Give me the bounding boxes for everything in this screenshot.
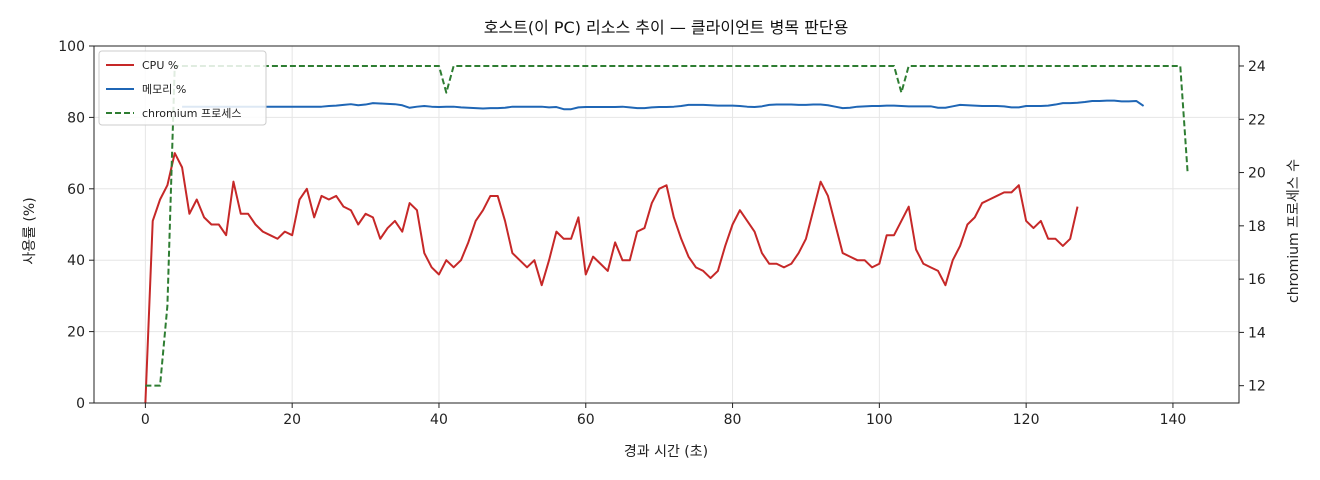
x-axis-label: 경과 시간 (초) [624,444,708,460]
x-tick-label: 0 [141,412,150,428]
x-tick-label: 60 [577,412,595,428]
plot-frame [93,45,1240,404]
x-tick-label: 80 [724,412,742,428]
y2-axis-label: chromium 프로세스 수 [1286,159,1302,303]
ticks: 0 20 40 60 80 100 120 140 0 20 40 60 80 100 12 14 16 18 20… [58,39,1266,428]
x-tick-label: 20 [283,412,301,428]
y2-tick-label: 22 [1248,112,1266,128]
y2-tick-label: 20 [1248,166,1266,182]
series-line-1 [144,152,1079,404]
y2-tick-label: 12 [1248,379,1266,395]
legend: CPU % 메모리 % chromium 프로세스 [98,50,267,126]
y-tick-label: 40 [67,253,85,269]
y2-tick-label: 16 [1248,272,1266,288]
y-tick-label: 0 [76,396,85,412]
series-layer [144,64,1189,404]
legend-entry: 메모리 % [142,83,186,96]
y2-tick-label: 24 [1248,59,1266,75]
y-tick-label: 80 [67,110,85,126]
x-tick-label: 100 [866,412,893,428]
y-tick-label: 20 [67,325,85,341]
y2-tick-label: 18 [1248,219,1266,235]
x-tick-label: 120 [1013,412,1040,428]
chart-title: 호스트(이 PC) 리소스 추이 — 클라이언트 병목 판단용 [484,18,849,37]
x-tick-label: 140 [1160,412,1187,428]
y-tick-label: 100 [58,39,85,55]
legend-entry: chromium 프로세스 [142,107,241,120]
series-line-2 [182,99,1145,111]
x-tick-label: 40 [430,412,448,428]
series-line-3 [145,64,1189,387]
y-tick-label: 60 [67,182,85,198]
legend-entry: CPU % [142,59,178,72]
legend-box [98,50,267,126]
y2-tick-label: 14 [1248,325,1266,341]
y-axis-label: 사용률 (%) [22,197,38,264]
